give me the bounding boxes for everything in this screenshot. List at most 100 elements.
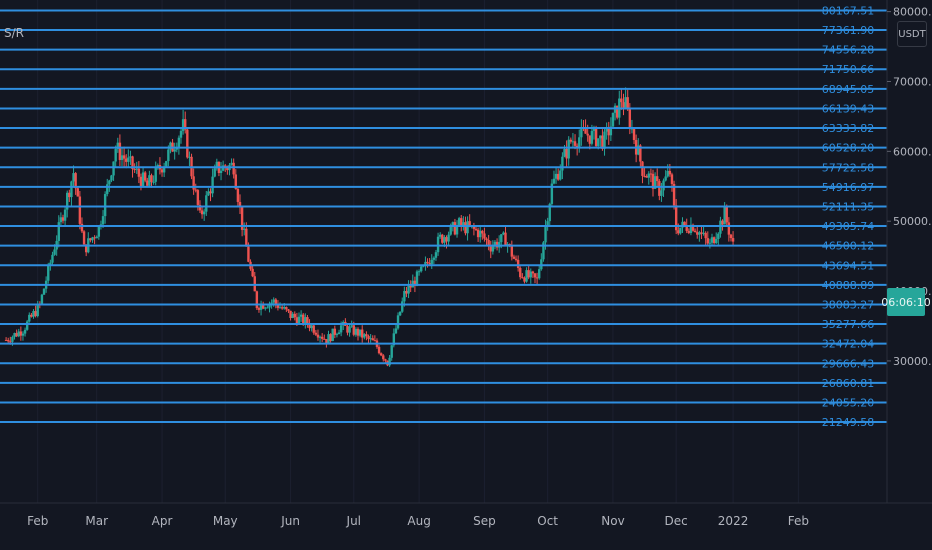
candle-body (116, 142, 119, 149)
candle-body (358, 329, 362, 336)
candle-body (540, 259, 543, 270)
candle-body (133, 169, 136, 171)
sr-level-label: 60528.20 (822, 142, 875, 155)
candle-body (384, 359, 387, 361)
candle-body (533, 273, 537, 278)
candle-body (464, 222, 467, 234)
candle-body (649, 173, 653, 175)
candle-body (447, 234, 450, 242)
candle-body (651, 173, 655, 189)
candle-body (150, 175, 153, 183)
candle-body (727, 222, 731, 235)
candle-body (320, 336, 324, 339)
candle-body (257, 308, 261, 310)
candle-body (474, 228, 478, 230)
candle-body (312, 325, 315, 333)
candle-body (394, 328, 398, 334)
x-tick-label: May (213, 514, 238, 528)
candle-body (141, 172, 145, 187)
candle-body (575, 145, 579, 148)
candle-body (643, 175, 646, 177)
candle-body (460, 218, 463, 226)
candle-body (146, 180, 149, 186)
candle-body (691, 224, 695, 231)
candle-body (25, 321, 29, 330)
candle-body (63, 209, 67, 221)
candle-body (379, 353, 383, 356)
candle-body (255, 291, 259, 309)
candle-body (712, 237, 716, 244)
indicator-label[interactable]: S/R (4, 26, 24, 40)
candle-body (607, 127, 610, 136)
candle-body (40, 294, 44, 304)
candle-body (611, 112, 615, 127)
candle-body (15, 333, 18, 337)
candle-body (729, 234, 733, 239)
candle-body (184, 119, 187, 130)
candle-body (717, 233, 720, 239)
candle-body (681, 221, 684, 228)
candle-body (114, 148, 117, 162)
candle-body (91, 237, 94, 241)
candle-body (529, 271, 532, 278)
candle-body (162, 166, 166, 173)
candle-body (13, 333, 16, 337)
time-axis[interactable]: Feb Mar Apr May Jun Jul Aug Sep Oct Nov Dec 2022 Feb (27, 514, 809, 528)
candle-body (287, 309, 290, 311)
candle-body (377, 346, 381, 354)
candle-body (445, 237, 448, 242)
candle-body (59, 217, 63, 223)
candle-body (434, 252, 438, 258)
candle-body (512, 256, 516, 259)
candle-body (350, 325, 353, 327)
candle-body (106, 184, 109, 195)
candle-body (432, 257, 436, 260)
candle-body (493, 241, 497, 247)
candle-body (546, 221, 549, 227)
candle-body (51, 254, 54, 263)
candle-body (527, 270, 530, 278)
candle-body (407, 285, 410, 294)
candle-body (500, 234, 503, 243)
sr-level-label: 24055.20 (822, 396, 875, 409)
candle-body (101, 216, 105, 225)
candle-body (213, 168, 216, 177)
candle-body (689, 224, 693, 234)
x-tick-label: 2022 (718, 514, 749, 528)
candle-body (390, 345, 393, 358)
candle-body (299, 314, 303, 317)
candle-body (304, 317, 307, 324)
candle-body (542, 242, 545, 260)
candle-body (491, 246, 495, 252)
candle-body (32, 311, 35, 317)
candle-body (219, 170, 223, 174)
sr-level-label: 77361.90 (822, 24, 875, 37)
candle-body (719, 220, 722, 234)
x-tick-label: Jul (346, 514, 361, 528)
candle-body (152, 181, 155, 183)
x-tick-label: Feb (27, 514, 48, 528)
candle-body (559, 170, 562, 180)
candle-body (361, 329, 364, 338)
currency-button[interactable]: USDT (897, 21, 927, 47)
candle-body (188, 156, 191, 158)
candle-body (609, 126, 613, 136)
candle-body (226, 167, 229, 171)
candle-body (240, 207, 244, 230)
sr-level-label: 29666.43 (822, 357, 875, 370)
candle-body (333, 328, 337, 335)
candle-body (148, 175, 151, 186)
candle-body (202, 211, 206, 215)
candle-body (53, 249, 56, 255)
candle-body (424, 261, 427, 266)
candle-body (645, 176, 648, 178)
candle-body (137, 168, 141, 177)
x-tick-label: Oct (537, 514, 558, 528)
y-tick-label: 80000.00 (893, 6, 932, 19)
candle-body (68, 192, 71, 198)
candle-body (297, 316, 301, 324)
candle-body (521, 277, 524, 279)
candle-body (531, 271, 535, 274)
candle-body (449, 225, 452, 235)
